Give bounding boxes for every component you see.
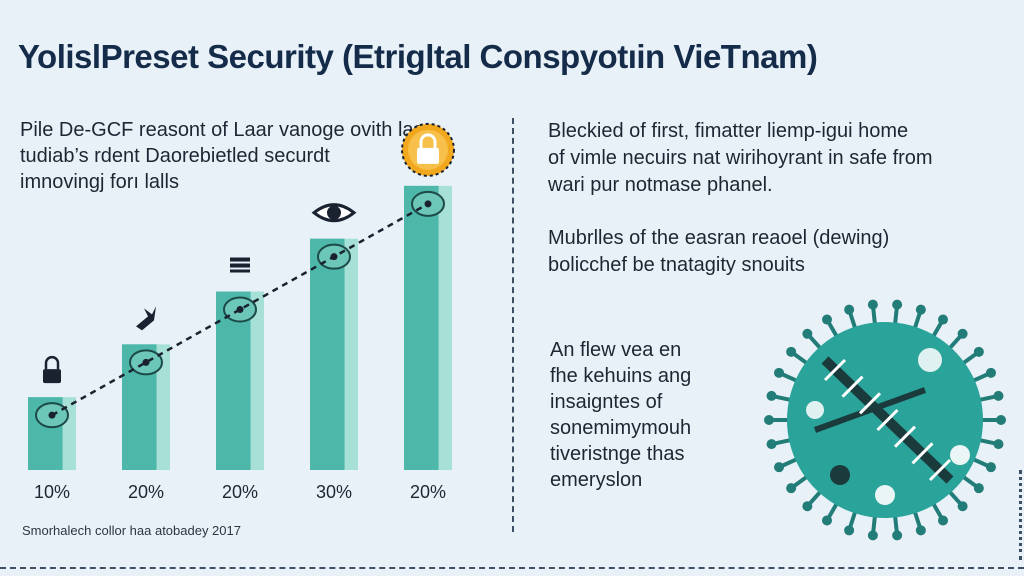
hand-icon: [136, 306, 156, 331]
right-paragraph-1: Bleckied of first, fimatter liemp-igui h…: [548, 118, 1008, 199]
card-line: [230, 257, 250, 262]
virus-spike-tip: [996, 415, 1006, 425]
virus-spike-tip: [915, 525, 926, 536]
virus-spike-tip: [973, 346, 984, 357]
trend-line: [51, 202, 429, 417]
page-title: YolislPreset Security (Etrigltal Conspyo…: [18, 38, 818, 75]
virus-spike-tip: [774, 462, 785, 473]
x-tick-label: 10%: [34, 482, 70, 502]
virus-spike-tip: [985, 462, 996, 473]
virus-spike-tip: [822, 515, 832, 526]
virus-spike-tip: [867, 299, 878, 310]
virus-spike-tip: [915, 304, 926, 315]
x-tick-label: 20%: [410, 482, 446, 502]
dna-strand: [813, 387, 927, 433]
intro-line: imnovingj forı lalls: [20, 171, 179, 193]
bug-icon: [830, 465, 850, 485]
padlock-badge-icon: [401, 122, 455, 177]
para-line: bolicchef be tnatagity snouits: [548, 254, 805, 276]
dna-rung: [858, 392, 882, 415]
lock-icon: [875, 485, 895, 505]
bottom-divider: [0, 567, 1024, 569]
virus-spike-tip: [938, 515, 948, 526]
right-paragraph-2: Mubrlles of the easran reaoel (dewing) b…: [548, 225, 1008, 279]
hand-shape: [136, 306, 156, 331]
right-paragraph-3: An flew vea en fhe kehuins ang insaignte…: [550, 337, 770, 493]
intro-line: tudiab’s rdent Daorebietled securdt: [20, 145, 330, 167]
dna-rung: [841, 375, 864, 398]
para-line: wari pur notmase phanel.: [548, 174, 773, 196]
virus-spike-tip: [786, 483, 797, 494]
eye-icon: [311, 203, 357, 223]
intro-line: Pile De-GCF reasont of Laar vanoge ovith…: [20, 119, 424, 141]
shield-icon: [806, 401, 824, 419]
virus-spike-tip: [766, 390, 777, 401]
dna-rung: [911, 442, 934, 465]
virus-spike-tip: [774, 367, 785, 378]
virus-spike-tip: [786, 346, 797, 357]
virus-spike-tip: [892, 530, 903, 541]
dna-rung: [928, 458, 952, 482]
padlock-body: [417, 147, 439, 164]
vertical-divider: [512, 118, 514, 532]
germ-icon: [918, 348, 942, 372]
card-icon: [230, 257, 250, 273]
card-line: [230, 263, 250, 268]
virus-spike-tip: [844, 525, 855, 536]
lock-body: [43, 369, 61, 384]
virus-spike-tip: [764, 415, 774, 425]
eye-pupil: [327, 205, 341, 220]
para-line: sonemimymouh: [550, 417, 692, 439]
bar-group: 10%: [28, 355, 76, 502]
security-bar-chart: 10% 20% 20% 30% 20%: [28, 122, 455, 502]
virus-illustration: [764, 299, 1006, 541]
virus-spike-tip: [867, 530, 878, 541]
bar-group: 20%: [216, 257, 264, 502]
virus-spike-tip: [957, 328, 968, 339]
para-line: tiveristnge thas: [550, 443, 685, 465]
virus-spike-tip: [892, 299, 903, 310]
para-line: fhe kehuins ang: [550, 365, 692, 387]
para-line: Mubrlles of the easran reaoel (dewing): [548, 227, 890, 249]
virus-spike-tip: [973, 483, 984, 494]
virus-spike-tip: [844, 304, 855, 315]
card-line: [230, 269, 250, 273]
virus-spike-tip: [802, 501, 813, 512]
bar-group: 30%: [310, 203, 358, 502]
para-line: An flew vea en: [550, 339, 682, 361]
x-tick-label: 20%: [128, 482, 164, 502]
x-tick-label: 20%: [222, 482, 258, 502]
virus-spike-tip: [822, 314, 832, 325]
lock-icon: [43, 355, 61, 384]
edge-dots: [1019, 470, 1024, 560]
bar-group: 20%: [401, 122, 455, 502]
padlock-shackle: [419, 133, 437, 148]
dna-rung: [893, 425, 917, 448]
virus-spike-tip: [993, 390, 1004, 401]
x-tick-label: 30%: [316, 482, 352, 502]
virus-spike-tip: [985, 367, 996, 378]
virus-spike-tip: [766, 439, 777, 450]
dna-rung: [823, 358, 847, 382]
virus-spike-tip: [938, 314, 948, 325]
virus-spike-tip: [802, 328, 813, 339]
chart-footnote: Smorhalech collor haa atobadey 2017: [22, 523, 241, 538]
para-line: emeryslon: [550, 469, 643, 491]
para-line: of vimle necuirs nat wirihoyrant in safe…: [548, 147, 933, 169]
dna-rung: [876, 408, 899, 432]
bar: [404, 185, 439, 470]
bar-group: 20%: [122, 306, 170, 502]
lock-shackle: [44, 355, 60, 370]
virus-spike-tip: [993, 439, 1004, 450]
bar: [310, 238, 345, 470]
intro-text: Pile De-GCF reasont of Laar vanoge ovith…: [20, 117, 490, 195]
para-line: Bleckied of first, fimatter liemp-igui h…: [548, 120, 909, 142]
user-icon: [950, 445, 970, 465]
virus-spike-tip: [957, 501, 968, 512]
para-line: insaigntes of: [550, 391, 663, 413]
